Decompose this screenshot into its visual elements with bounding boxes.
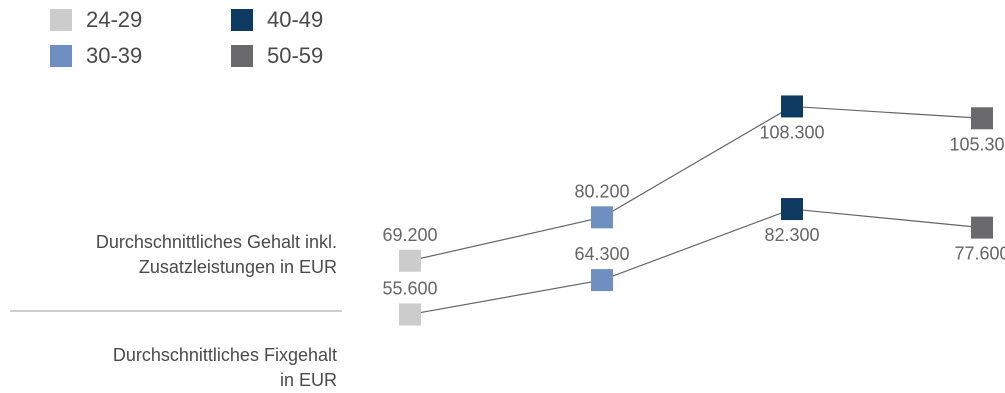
data-point-marker [399, 249, 421, 272]
legend-swatch [231, 45, 253, 67]
legend-item-24-29: 24-29 [50, 7, 142, 33]
legend-label: 30-39 [86, 43, 143, 68]
data-point-marker [591, 269, 613, 292]
legend-label: 24-29 [86, 7, 143, 32]
data-label: 55.600 [382, 278, 437, 298]
data-label: 105.300 [949, 134, 1005, 154]
legend-item-50-59: 50-59 [231, 43, 323, 69]
data-label: 80.200 [574, 181, 629, 201]
data-label: 82.300 [764, 225, 819, 245]
data-point-marker [971, 216, 993, 239]
data-label: 108.300 [759, 122, 824, 142]
series-label-line: Durchschnittliches Gehalt inkl. [95, 232, 337, 252]
data-label: 69.200 [382, 225, 437, 245]
data-point-marker [971, 107, 993, 130]
series-label-fixed-salary: Durchschnittliches Fixgehalt in EUR [113, 343, 337, 393]
legend-item-30-39: 30-39 [50, 43, 142, 69]
legend-swatch [231, 9, 253, 31]
series-line [409, 208, 983, 316]
data-label: 64.300 [574, 244, 629, 264]
series-line [409, 105, 983, 262]
data-label: 77.600 [954, 244, 1005, 264]
legend-item-40-49: 40-49 [231, 7, 323, 33]
data-point-marker [781, 95, 803, 118]
divider [10, 310, 342, 312]
series-label-line: Durchschnittliches Fixgehalt [112, 345, 337, 365]
data-point-marker [399, 303, 421, 326]
series-label-line: in EUR [279, 370, 337, 390]
series-label-line: Zusatzleistungen in EUR [138, 257, 337, 277]
data-point-marker [781, 198, 803, 221]
legend-label: 40-49 [267, 7, 324, 32]
legend-label: 50-59 [267, 43, 324, 68]
legend-swatch [50, 45, 72, 67]
series-label-total-salary: Durchschnittliches Gehalt inkl. Zusatzle… [96, 230, 337, 280]
legend-swatch [50, 9, 72, 31]
data-point-marker [591, 206, 613, 229]
